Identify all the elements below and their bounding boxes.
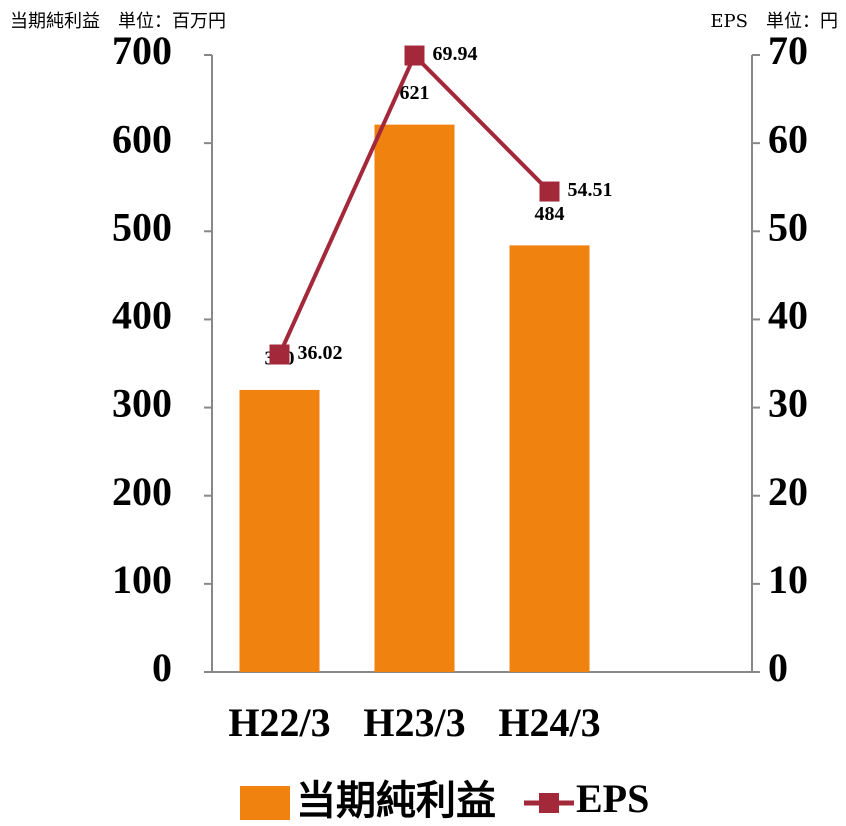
x-tick-label: H24/3 <box>498 700 600 745</box>
x-tick-label: H22/3 <box>228 700 330 745</box>
y2-tick-label: 70 <box>768 28 808 73</box>
y2-tick-label: 50 <box>768 204 808 249</box>
legend-marker <box>539 793 559 813</box>
x-tick-label: H23/3 <box>363 700 465 745</box>
y-axis-label: 当期純利益 単位：百万円 <box>10 11 226 32</box>
eps-label: 36.02 <box>298 342 343 364</box>
eps-marker <box>539 181 560 202</box>
legend-label: 当期純利益 <box>296 778 496 824</box>
y-tick-label: 600 <box>112 116 172 161</box>
y2-tick-label: 20 <box>768 469 808 514</box>
y-tick-label: 700 <box>112 28 172 73</box>
y2-axis-label: EPS 単位：円 <box>710 11 838 32</box>
bar-label: 621 <box>400 82 430 104</box>
bar-label: 484 <box>535 203 565 225</box>
bar <box>239 389 320 672</box>
bar <box>374 124 455 672</box>
eps-label: 54.51 <box>568 179 613 201</box>
y2-tick-label: 0 <box>768 645 788 690</box>
y-tick-label: 300 <box>112 381 172 426</box>
eps-label: 69.94 <box>433 43 478 65</box>
y-tick-label: 200 <box>112 469 172 514</box>
y2-tick-label: 30 <box>768 381 808 426</box>
y-tick-label: 500 <box>112 204 172 249</box>
y2-tick-label: 10 <box>768 557 808 602</box>
legend-swatch <box>240 786 290 820</box>
y2-tick-label: 60 <box>768 116 808 161</box>
bar <box>509 245 590 673</box>
y-tick-label: 100 <box>112 557 172 602</box>
eps-marker <box>269 344 290 365</box>
eps-marker <box>404 45 425 66</box>
y-tick-label: 0 <box>152 645 172 690</box>
legend-label: EPS <box>576 776 649 821</box>
y-tick-label: 400 <box>112 293 172 338</box>
y2-tick-label: 40 <box>768 293 808 338</box>
